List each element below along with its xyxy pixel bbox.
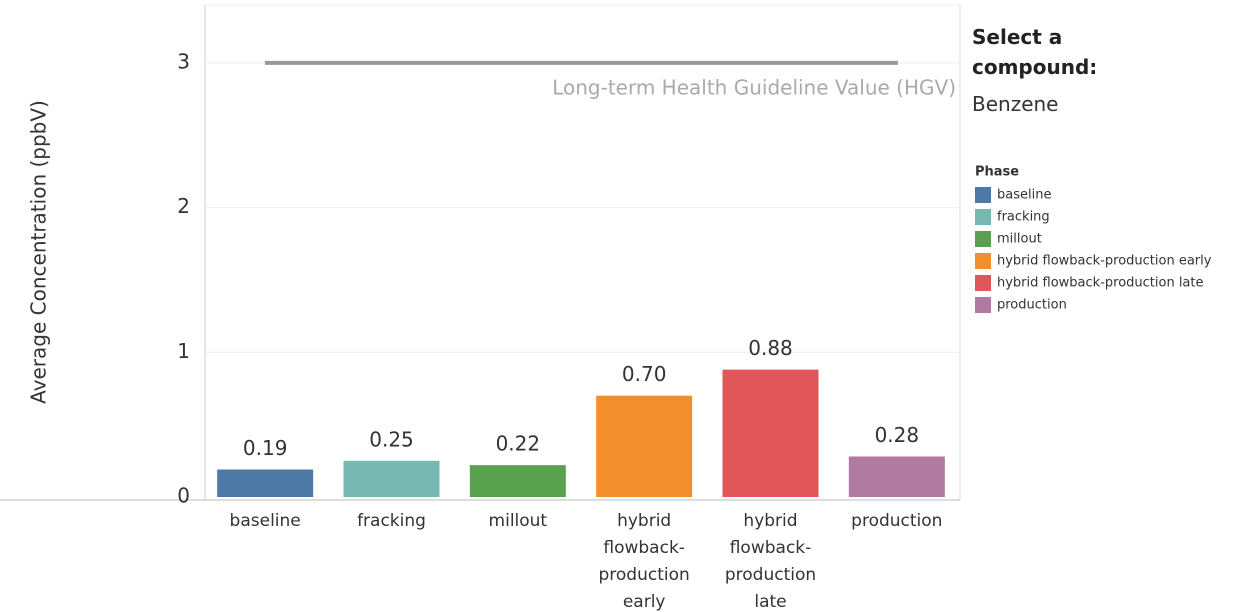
filter-value[interactable]: Benzene xyxy=(972,92,1059,116)
x-tick-label: hybrid flowback-production late xyxy=(724,511,817,612)
bar xyxy=(722,369,819,497)
filter-title: Select a compound: xyxy=(972,25,1098,79)
legend-swatch xyxy=(975,209,991,225)
legend-label: millout xyxy=(997,232,1042,247)
bar xyxy=(469,465,566,497)
bar xyxy=(596,395,693,497)
x-tick-label: baseline xyxy=(229,511,301,531)
value-label: 0.28 xyxy=(875,423,920,447)
y-axis-label: Average Concentration (ppbV) xyxy=(27,100,51,404)
x-tick-label: millout xyxy=(488,511,548,531)
value-label: 0.22 xyxy=(496,432,541,456)
legend-swatch xyxy=(975,275,991,291)
bar xyxy=(217,469,314,497)
value-label: 0.70 xyxy=(622,362,667,386)
y-tick-label: 2 xyxy=(177,194,190,218)
bar xyxy=(848,456,945,497)
value-label: 0.19 xyxy=(243,436,288,460)
legend-label: fracking xyxy=(997,210,1050,225)
value-label: 0.88 xyxy=(748,336,793,360)
legend-label: baseline xyxy=(997,188,1051,203)
y-tick-label: 3 xyxy=(177,49,190,73)
y-tick-label: 1 xyxy=(177,339,190,363)
x-tick-label: hybrid flowback-production early xyxy=(598,511,690,612)
value-label: 0.25 xyxy=(369,427,414,451)
bar xyxy=(343,460,440,497)
legend-title: Phase xyxy=(975,165,1019,180)
y-tick-label: 0 xyxy=(177,484,190,508)
x-tick-label: fracking xyxy=(357,511,426,531)
legend-swatch xyxy=(975,253,991,269)
legend-swatch xyxy=(975,231,991,247)
legend-label: hybrid flowback-production late xyxy=(997,276,1204,291)
reference-label: Long-term Health Guideline Value (HGV) xyxy=(552,75,956,99)
x-tick-label: production xyxy=(851,511,943,531)
legend-label: production xyxy=(997,298,1067,313)
legend-swatch xyxy=(975,297,991,313)
legend-swatch xyxy=(975,187,991,203)
legend-label: hybrid flowback-production early xyxy=(997,254,1212,269)
